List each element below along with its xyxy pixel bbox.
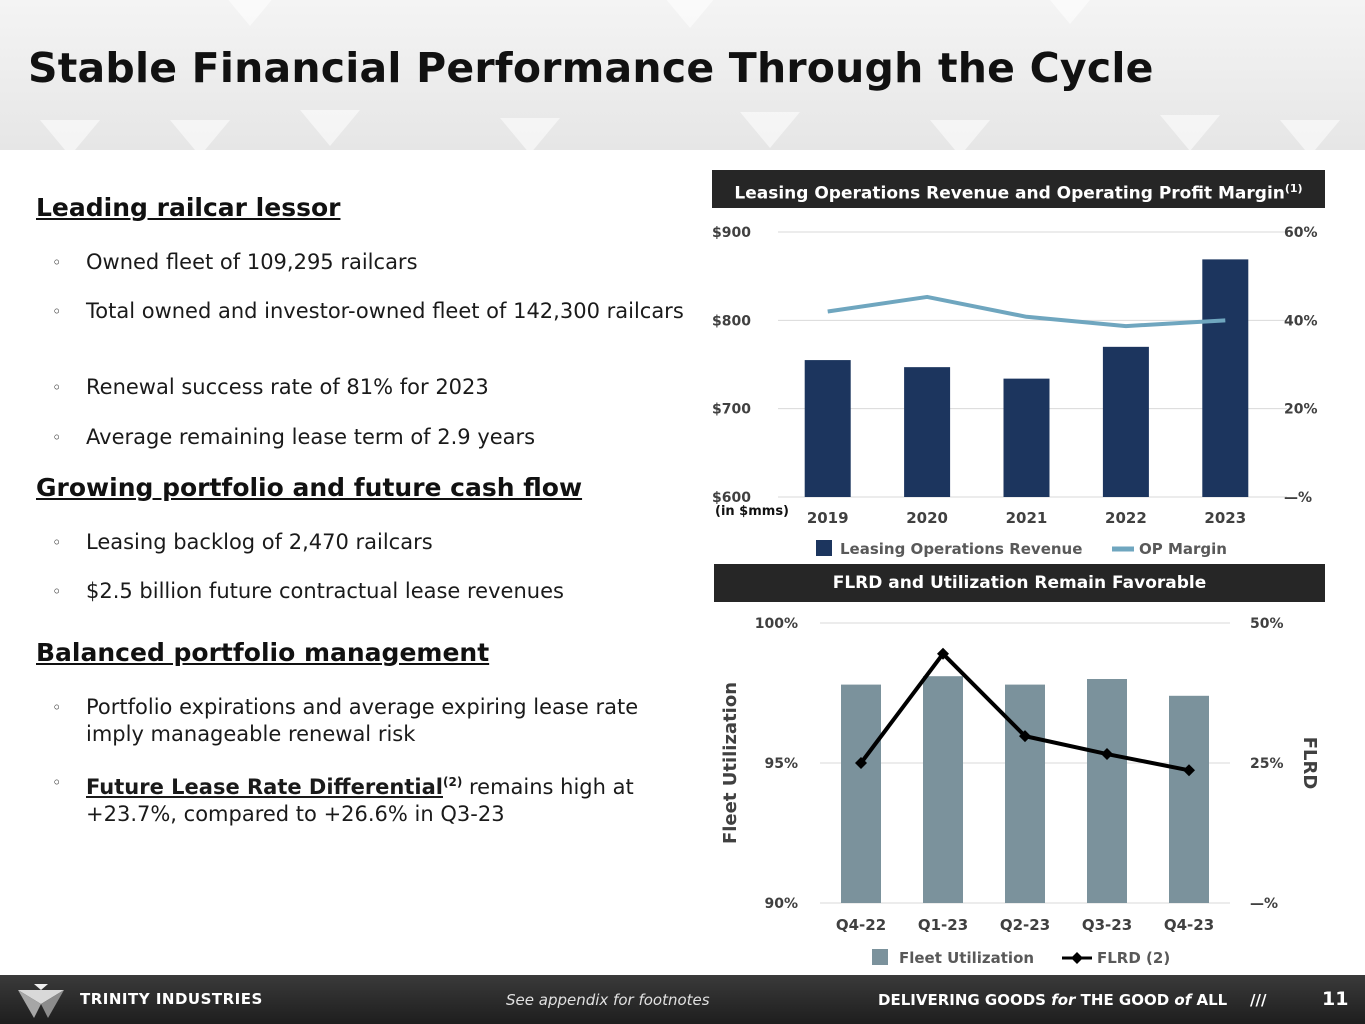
brand-name: TRINITY INDUSTRIES xyxy=(80,990,263,1008)
bar-revenue xyxy=(1003,378,1050,497)
legend-label-margin: OP Margin xyxy=(1139,540,1227,558)
bar-utilization xyxy=(923,676,963,903)
section-heading-portfolio: Growing portfolio and future cash flow xyxy=(36,473,583,502)
chart-flrd-utilization: 90% 95% 100% —% 25% 50% Fleet Utilization FLRD Q… xyxy=(720,616,1320,967)
bullet-marker: ◦ xyxy=(52,302,62,321)
flrd-point-marker xyxy=(1183,764,1195,777)
flrd-link[interactable]: Future Lease Rate Differential xyxy=(86,775,443,799)
left-tick-label: $900 xyxy=(712,225,751,241)
line-op-margin xyxy=(827,294,1226,329)
chart1-title: Leasing Operations Revenue and Operating… xyxy=(712,170,1325,208)
flrd-point-marker xyxy=(1019,730,1031,743)
bullet-marker: ◦ xyxy=(52,378,62,397)
left-tick-label: $800 xyxy=(712,313,751,329)
bullet-text: Leasing backlog of 2,470 railcars xyxy=(86,530,433,554)
unit-note: (in $mms) xyxy=(715,504,789,519)
tagline-part: of xyxy=(1174,991,1192,1009)
tagline-part: for xyxy=(1051,991,1076,1009)
footnote-ref: (2) xyxy=(442,775,463,789)
bullet-marker: ◦ xyxy=(52,582,62,601)
x-tick-label: 2020 xyxy=(906,509,948,527)
tagline: DELIVERING GOODS for THE GOOD of ALL xyxy=(878,991,1227,1009)
x-tick-label: Q2-23 xyxy=(1000,916,1050,934)
legend-label-flrd: FLRD (2) xyxy=(1097,949,1170,967)
tagline-part: DELIVERING GOODS xyxy=(878,991,1052,1009)
bullet-text: Owned fleet of 109,295 railcars xyxy=(86,250,418,274)
right-tick-label: —% xyxy=(1250,896,1278,912)
flrd-point-marker xyxy=(1101,748,1113,761)
bar-utilization xyxy=(1087,679,1127,903)
bullet-text: $2.5 billion future contractual lease re… xyxy=(86,579,564,603)
bar-utilization xyxy=(1005,684,1045,903)
tagline-slashes: /// xyxy=(1250,991,1267,1009)
x-tick-label: Q4-22 xyxy=(836,916,886,934)
footnote-note: See appendix for footnotes xyxy=(506,991,710,1009)
flrd-point-marker xyxy=(855,757,867,769)
flrd-rest: remains high at +23.7%, compared to +26.… xyxy=(86,775,634,826)
left-tick-label: 90% xyxy=(764,896,798,912)
bullet-marker: ◦ xyxy=(52,428,62,447)
x-tick-label: 2021 xyxy=(1006,509,1048,527)
bullet-marker: ◦ xyxy=(52,253,62,272)
right-tick-label: 40% xyxy=(1284,313,1318,329)
chart2-title: FLRD and Utilization Remain Favorable xyxy=(714,564,1325,602)
bar-revenue xyxy=(804,360,851,497)
legend-label-revenue: Leasing Operations Revenue xyxy=(840,540,1082,558)
right-tick-label: 25% xyxy=(1250,756,1284,772)
bar-utilization xyxy=(1169,695,1209,903)
flrd-point-marker xyxy=(937,647,949,660)
chart-revenue-margin: $600 $700 $800 $900 —% 20% 40% 60% (in $mms) 2019… xyxy=(712,225,1318,558)
bullet-marker: ◦ xyxy=(52,533,62,552)
page-number: 11 xyxy=(1322,988,1349,1010)
y-axis-label-left: Fleet Utilization xyxy=(720,682,741,844)
bullet-text: Total owned and investor-owned fleet of … xyxy=(86,299,684,323)
bullet-text: Average remaining lease term of 2.9 year… xyxy=(86,425,536,449)
bar-revenue xyxy=(904,367,951,497)
trinity-logo-icon xyxy=(18,984,64,1018)
header-banner: Stable Financial Performance Through the… xyxy=(0,0,1365,150)
left-tick-label: 95% xyxy=(764,756,798,772)
x-tick-label: Q1-23 xyxy=(918,916,968,934)
legend-label-utilization: Fleet Utilization xyxy=(899,949,1034,967)
chart1-title-sup: (1) xyxy=(1284,182,1303,195)
bullet-text: Renewal success rate of 81% for 2023 xyxy=(86,375,489,399)
tagline-part: THE GOOD xyxy=(1075,991,1175,1009)
bullet-text: Portfolio expirations and average expiri… xyxy=(86,695,639,746)
x-tick-label: 2022 xyxy=(1105,509,1147,527)
left-tick-label: 100% xyxy=(755,616,798,632)
bullet-marker: ◦ xyxy=(52,773,62,792)
bullet-text: Future Lease Rate Differential(2) remain… xyxy=(86,769,686,828)
left-tick-label: $600 xyxy=(712,490,751,506)
section-heading-balanced: Balanced portfolio management xyxy=(36,638,490,667)
right-tick-label: —% xyxy=(1284,490,1312,506)
bar-utilization xyxy=(841,684,881,903)
section-heading-lessor: Leading railcar lessor xyxy=(36,193,341,222)
x-tick-label: Q4-23 xyxy=(1164,916,1214,934)
x-tick-label: 2019 xyxy=(807,509,849,527)
footer-bar: TRINITY INDUSTRIES See appendix for foot… xyxy=(0,975,1365,1024)
bar-revenue xyxy=(1102,346,1149,497)
bullet-marker: ◦ xyxy=(52,698,62,717)
x-tick-label: 2023 xyxy=(1204,509,1246,527)
legend-swatch-revenue xyxy=(816,540,832,556)
page-title: Stable Financial Performance Through the… xyxy=(28,44,1154,92)
legend-marker-flrd xyxy=(1071,952,1083,964)
right-tick-label: 50% xyxy=(1250,616,1284,632)
left-tick-label: $700 xyxy=(712,402,751,418)
tagline-part: ALL xyxy=(1191,991,1228,1009)
chart1-title-text: Leasing Operations Revenue and Operating… xyxy=(734,183,1285,204)
right-tick-label: 60% xyxy=(1284,225,1318,241)
bar-revenue xyxy=(1202,259,1249,497)
y-axis-label-right: FLRD xyxy=(1299,737,1320,790)
legend-swatch-utilization xyxy=(872,949,888,965)
right-tick-label: 20% xyxy=(1284,402,1318,418)
x-tick-label: Q3-23 xyxy=(1082,916,1132,934)
